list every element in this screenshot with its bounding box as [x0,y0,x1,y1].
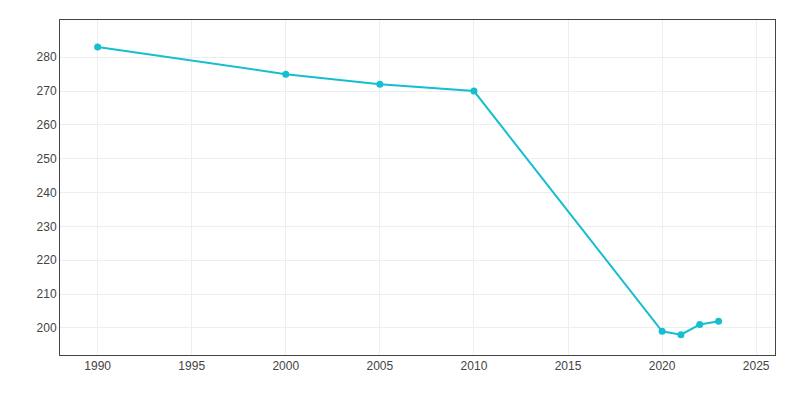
svg-text:270: 270 [37,84,57,98]
svg-text:1995: 1995 [178,359,205,373]
svg-text:200: 200 [37,321,57,335]
svg-text:2020: 2020 [649,359,676,373]
svg-text:250: 250 [37,152,57,166]
svg-text:2000: 2000 [272,359,299,373]
svg-text:260: 260 [37,118,57,132]
svg-text:1990: 1990 [84,359,111,373]
svg-text:2015: 2015 [555,359,582,373]
svg-text:240: 240 [37,186,57,200]
svg-text:220: 220 [37,253,57,267]
svg-text:2010: 2010 [461,359,488,373]
svg-text:210: 210 [37,287,57,301]
svg-text:2005: 2005 [367,359,394,373]
svg-text:2025: 2025 [743,359,770,373]
svg-text:280: 280 [37,50,57,64]
svg-text:230: 230 [37,220,57,234]
